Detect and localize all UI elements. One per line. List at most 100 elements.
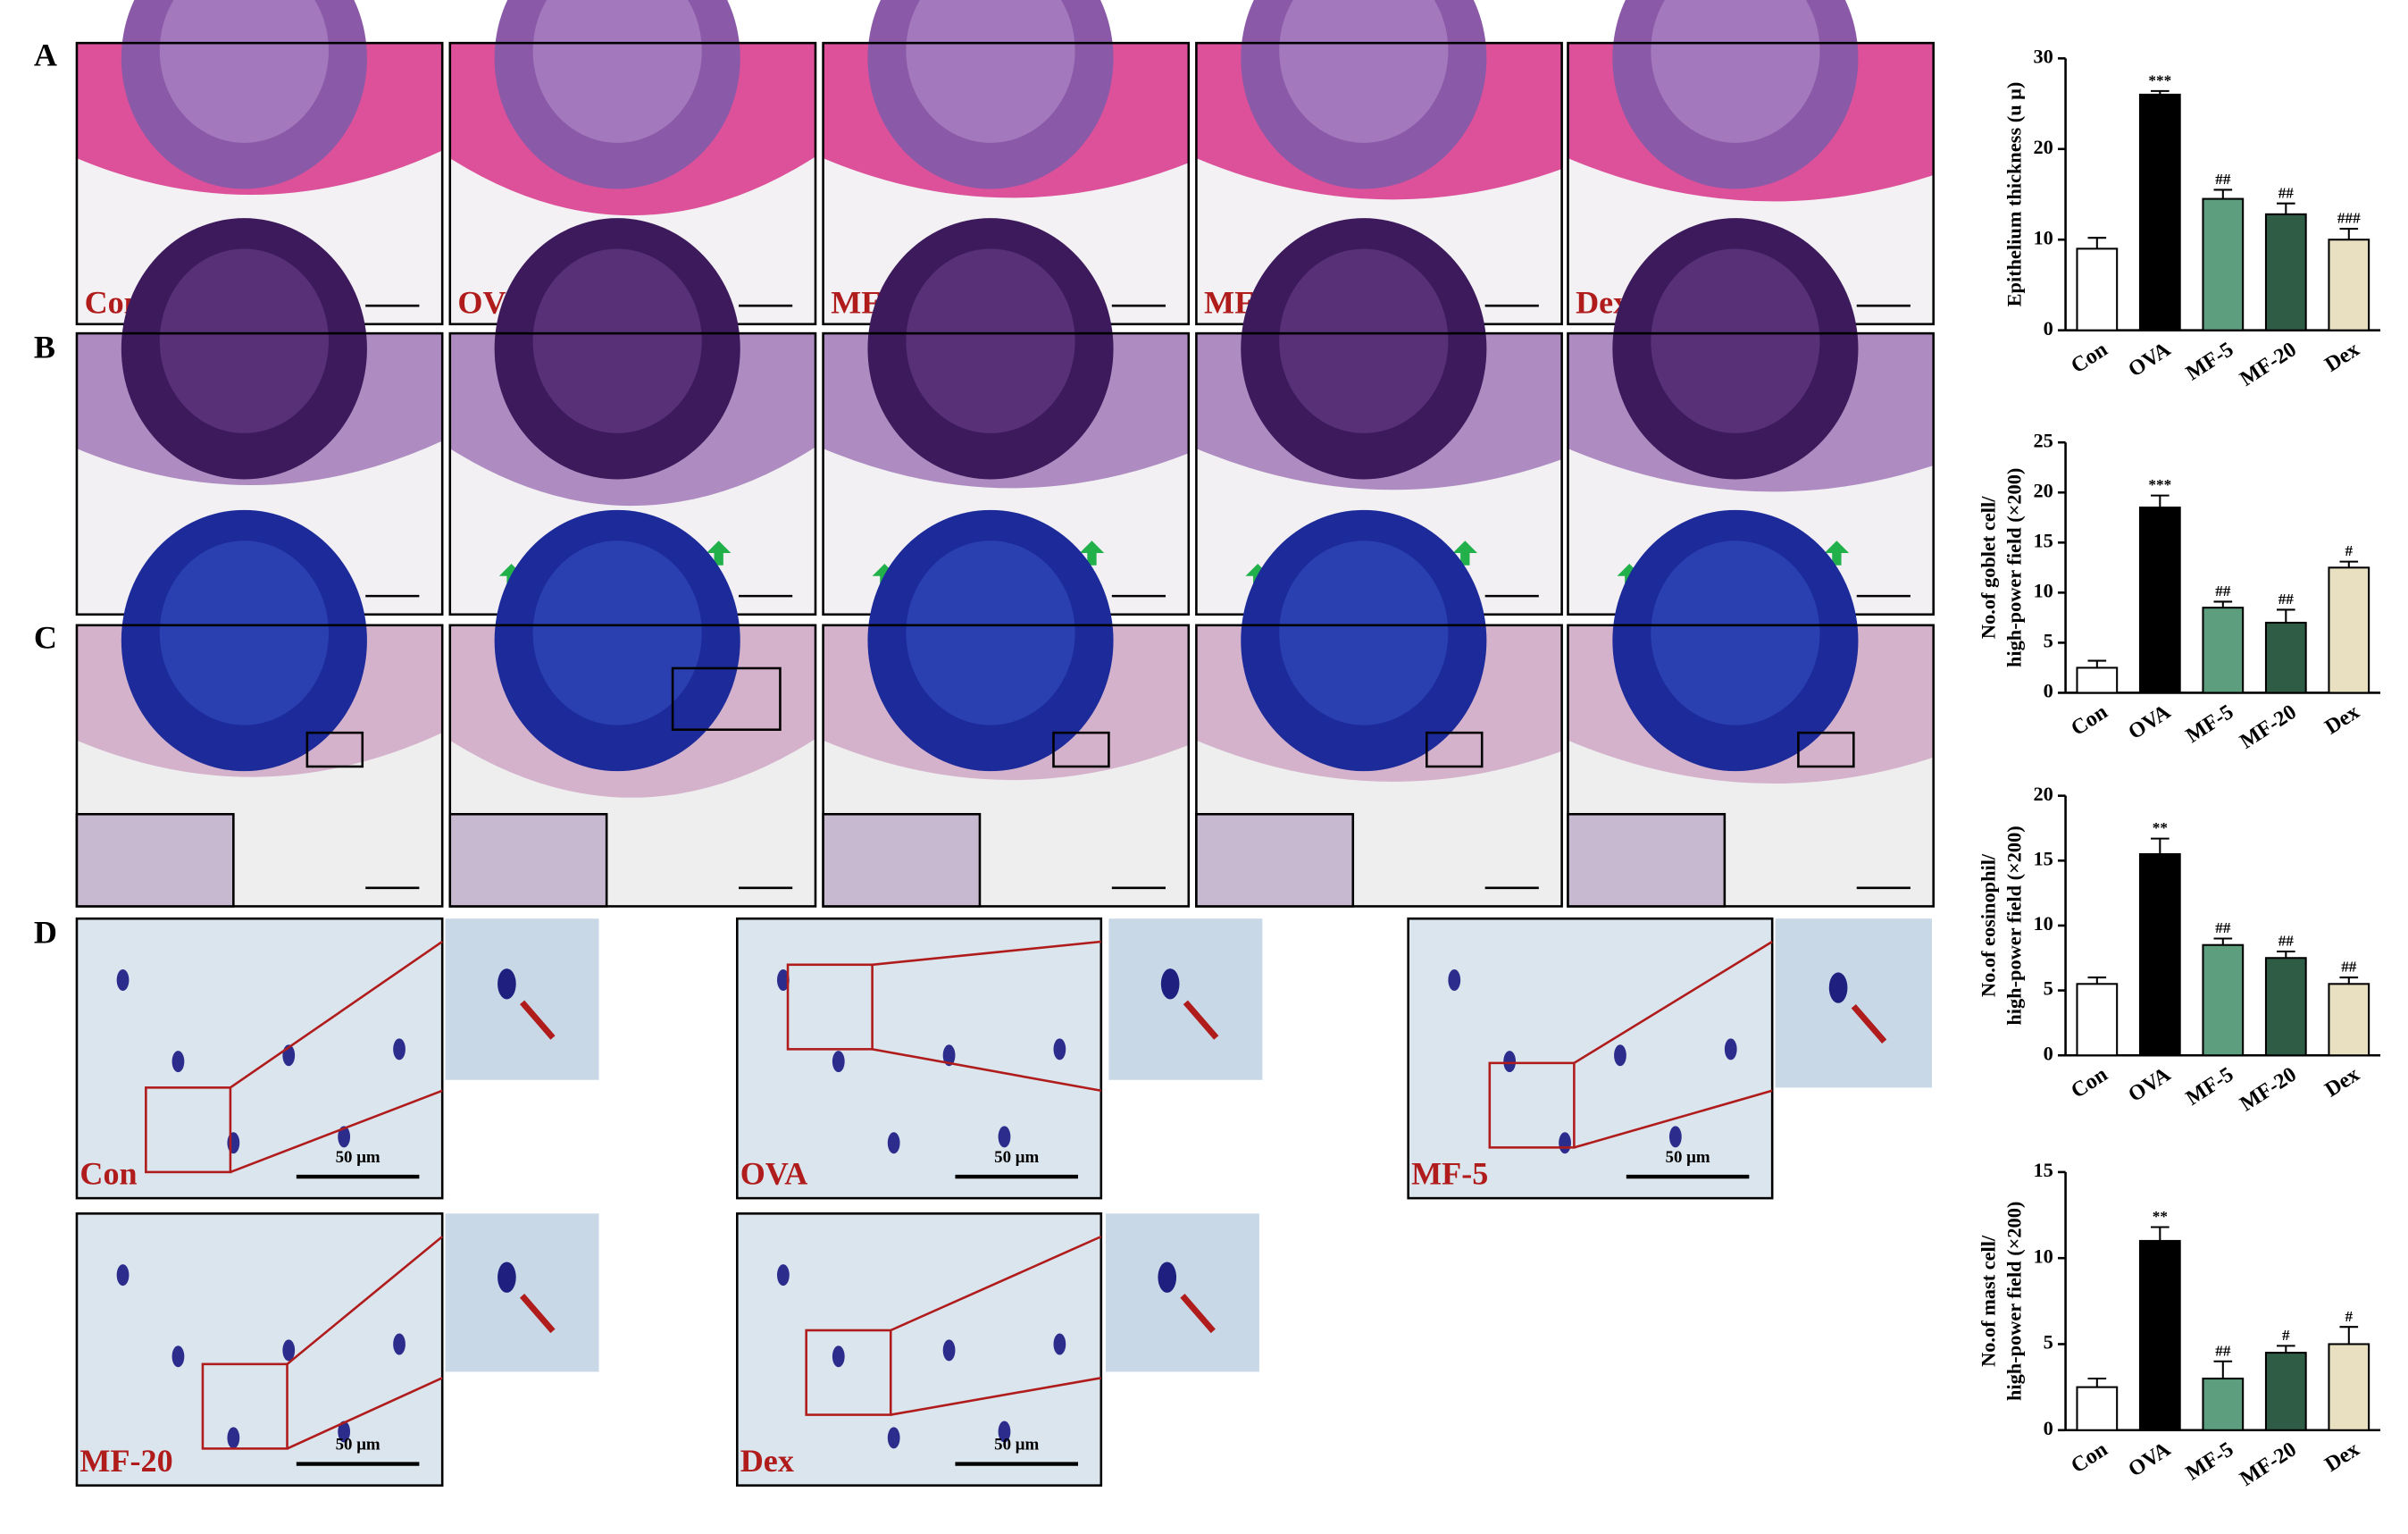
significance: ## [2278,184,2295,201]
inset [1105,1213,1259,1372]
frame [822,624,1191,908]
y-tick-label: 20 [2033,136,2053,158]
group-label: OVA [740,1155,808,1191]
y-tick-label: 15 [2033,1159,2053,1181]
bar [2328,983,2370,1057]
micrograph [75,1212,444,1487]
arrow [1183,1000,1219,1040]
frame [75,624,444,908]
zoom-line [1573,940,1773,1064]
cell [1828,972,1848,1003]
inset [1108,918,1263,1080]
error-bar [2213,937,2233,945]
roi-box [671,666,782,732]
cell [1614,1044,1626,1067]
error-bar [2087,977,2107,985]
y-tick-label: 30 [2033,45,2053,67]
scale-label: 50 μm [994,1148,1039,1167]
x-tick-label: MF-20 [2236,1063,2300,1117]
x-tick-label: MF-20 [2236,338,2300,391]
bar [2328,239,2370,331]
y-tick-label: 0 [2044,1042,2053,1064]
cartilage-core [906,0,1075,143]
bar [2076,247,2119,331]
error-bar [2276,1345,2295,1354]
x-tick-label: Dex [2321,1063,2364,1102]
y-axis-label: Epithelium thickness (u μ) [2003,82,2026,307]
inset [1567,812,1727,908]
cartilage-core [1279,0,1449,143]
error-bar [2339,560,2359,568]
y-tick-label: 5 [2044,1331,2053,1354]
cell [497,1262,516,1293]
y-axis-label: No.of eosinophil/ [1977,853,1999,997]
zoom-line [890,1235,1102,1332]
roi-box [805,1329,892,1416]
cell [998,1421,1011,1443]
inset [1195,812,1355,908]
significance: ## [2215,583,2231,599]
bar [2328,566,2370,694]
significance: ### [2337,210,2361,227]
cell [887,1427,900,1449]
x-tick-label: Con [2067,338,2112,378]
y-tick-label: 0 [2044,1417,2053,1439]
arrow [1180,1294,1216,1334]
cartilage-core [159,0,329,143]
cartilage-core [532,541,702,725]
y-tick-label: 5 [2044,977,2053,1000]
y-axis-label: No.of goblet cell/ [1977,496,1999,639]
bar [2138,853,2181,1057]
bar [2138,1239,2181,1431]
y-tick-label: 5 [2044,630,2053,652]
error-bar [2151,494,2170,508]
error-bar [2339,1326,2359,1345]
error-bar [2151,89,2170,95]
cell [282,1339,296,1362]
bar [2202,1377,2245,1431]
cell [1668,1126,1682,1148]
y-axis-label: high-power field (×200) [2003,1202,2026,1401]
error-bar [2213,189,2233,199]
x-tick-label: OVA [2125,338,2176,382]
x-tick-label: MF-5 [2182,338,2237,385]
error-bar [2339,977,2359,985]
cell [887,1132,900,1154]
zoom-line [1574,1089,1773,1149]
significance: ## [2215,1342,2231,1359]
error-bar [2087,659,2107,668]
cartilage-core [1279,248,1449,433]
cartilage-core [1651,541,1820,725]
zoom-line [286,1377,443,1450]
cell [116,1264,130,1287]
significance: # [2282,1327,2290,1344]
x-tick-label: MF-5 [2182,1063,2237,1111]
significance: ## [2278,933,2295,950]
bar [2202,607,2245,694]
significance: ## [2341,959,2357,976]
frame [448,624,817,908]
error-bar [2151,1226,2170,1241]
cell [777,1264,790,1287]
arrow [519,1000,556,1040]
cell [832,1051,845,1073]
cell [497,968,516,1000]
panel-label: D [34,914,57,950]
cell [777,968,790,992]
x-tick-label: OVA [2125,700,2176,745]
zoom-line [286,1236,444,1365]
x-tick-label: MF-5 [2182,700,2237,748]
significance: ** [2153,819,2168,836]
cell [998,1126,1011,1148]
y-tick-label: 20 [2033,783,2053,805]
scale-label: 50 μm [336,1435,380,1454]
y-tick-label: 0 [2044,680,2053,702]
bar [2264,957,2307,1057]
x-tick-label: Con [2067,700,2112,741]
roi-box [1426,731,1484,768]
y-tick-label: 10 [2033,1245,2053,1267]
y-tick-label: 15 [2033,529,2053,551]
cartilage-core [159,248,329,433]
y-tick-label: 15 [2033,847,2053,869]
y-tick-label: 10 [2033,912,2053,935]
